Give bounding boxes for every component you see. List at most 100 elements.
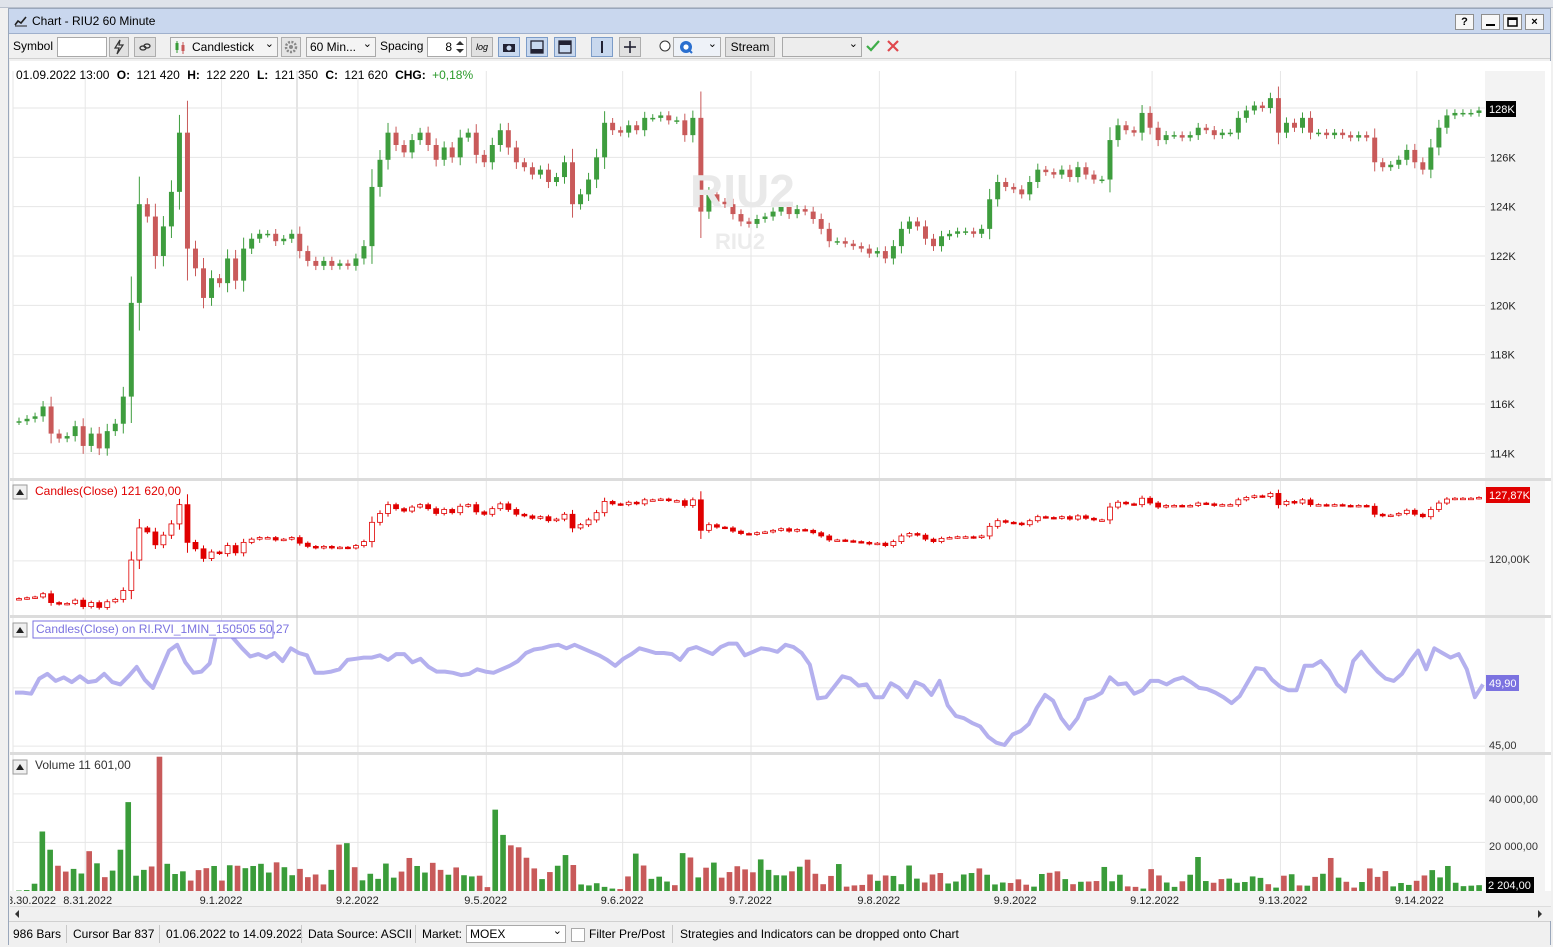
price-candle-body: [305, 251, 311, 261]
price-candle-body: [537, 169, 543, 175]
price-candle-body: [553, 177, 559, 182]
price-candle-body: [1412, 149, 1418, 163]
close-candle-body: [16, 598, 22, 601]
volume-bar: [148, 866, 155, 891]
price-candle-body: [80, 426, 86, 446]
symbol-input[interactable]: [57, 37, 107, 57]
interval-value: 60 Min...: [310, 40, 357, 54]
minimize-button[interactable]: [1481, 14, 1500, 30]
scroll-right-icon[interactable]: [1538, 910, 1542, 918]
close-candle-body: [786, 528, 792, 532]
price-candle-body: [1444, 115, 1450, 128]
close-button[interactable]: ×: [1525, 14, 1544, 30]
close-candle-body: [1452, 497, 1458, 501]
close-candle-body: [866, 541, 873, 545]
price-candle-body: [610, 122, 616, 131]
chart-window: Chart - RIU2 60 Minute ? × Symbol Candle…: [7, 8, 1551, 945]
price-tick-label: 122K: [1490, 251, 1516, 263]
vertical-line-tool-button[interactable]: [591, 37, 613, 57]
close-candle-body: [1163, 505, 1170, 508]
rvi-line: [15, 625, 1485, 747]
volume-bar: [297, 868, 303, 891]
close-candle-body: [184, 504, 191, 543]
status-separator: [415, 925, 416, 943]
volume-bar: [531, 868, 538, 891]
close-candle-body: [1235, 499, 1242, 506]
streaming-radio[interactable]: [658, 37, 672, 57]
stream-button[interactable]: Stream: [725, 37, 775, 57]
help-button[interactable]: ?: [1455, 14, 1474, 30]
close-candle-body: [1139, 497, 1145, 506]
volume-bar: [1366, 868, 1373, 891]
chart-style-select[interactable]: Candlestick: [170, 35, 278, 57]
price-candle-body: [698, 117, 704, 212]
chart-toolbar: Symbol Candlestick 60 Min... Spacing 8 l…: [9, 35, 1550, 59]
price-candle-body: [947, 233, 953, 237]
volume-bar: [141, 869, 147, 891]
quote-source-select[interactable]: [673, 35, 721, 57]
interval-select[interactable]: 60 Min...: [306, 35, 376, 57]
volume-bar: [344, 843, 350, 891]
volume-bar: [1195, 857, 1201, 891]
date-tick-label: 9.5.2022: [464, 895, 507, 907]
close-candle-body: [1387, 514, 1394, 517]
close-candle-body: [489, 508, 496, 515]
price-candle-body: [570, 162, 576, 205]
style-settings-button[interactable]: [281, 37, 301, 57]
panel-top-button[interactable]: [554, 37, 576, 57]
maximize-button[interactable]: [1503, 14, 1522, 30]
close-candle-body: [1291, 501, 1298, 504]
close-candle-body: [545, 516, 552, 522]
close-candle-body: [1026, 520, 1033, 526]
volume-bar: [804, 859, 811, 891]
close-candle-body: [970, 536, 977, 539]
close-candle-body: [1259, 495, 1266, 498]
ohlc-low-label: L:: [257, 68, 268, 82]
close-candle-body: [834, 539, 841, 542]
apply-button[interactable]: [864, 37, 882, 57]
close-candle-body: [208, 551, 215, 559]
panel-bottom-button[interactable]: [526, 37, 548, 57]
link-button[interactable]: [134, 37, 156, 57]
collapse-arrow-icon: [16, 764, 24, 770]
cancel-button[interactable]: [884, 37, 902, 57]
price-candle-body: [1316, 132, 1322, 135]
log-scale-button[interactable]: log: [471, 37, 493, 57]
quote-q-icon: [680, 41, 693, 54]
price-candle-body: [1460, 112, 1466, 115]
volume-bar: [1046, 872, 1053, 891]
volume-bar: [367, 873, 374, 891]
chart-area[interactable]: 8.30.2022 8.31.2022 9.1.2022 9.2.2022 9.5.20…: [7, 61, 1551, 907]
volume-bar: [1304, 885, 1311, 891]
crosshair-tool-button[interactable]: [619, 37, 641, 57]
strategy-select[interactable]: [782, 35, 862, 57]
cross-icon: [887, 40, 899, 52]
scroll-left-icon[interactable]: [15, 910, 19, 918]
status-hint: Strategies and Indicators can be dropped…: [680, 927, 959, 941]
volume-bar: [632, 853, 639, 891]
date-tick-label: 8.30.2022: [10, 895, 56, 907]
market-select[interactable]: MOEX: [466, 923, 566, 943]
volume-bar: [539, 879, 545, 891]
price-candle-body: [401, 145, 407, 153]
close-candle-body: [569, 513, 576, 529]
spacing-stepper[interactable]: 8: [427, 37, 467, 57]
rvi-title-box[interactable]: [32, 620, 274, 639]
chart-canvas[interactable]: 8.30.2022 8.31.2022 9.1.2022 9.2.2022 9.5.20…: [7, 61, 1551, 907]
volume-bar: [23, 890, 30, 891]
price-candle-body: [505, 130, 511, 148]
lightning-button[interactable]: [109, 37, 129, 57]
volume-bar: [1406, 884, 1412, 891]
chart-icon: [14, 16, 27, 27]
volume-bar: [1101, 866, 1108, 891]
close-candle-body: [320, 545, 327, 549]
volume-bar: [867, 874, 873, 891]
volume-bar: [62, 871, 69, 891]
price-candle-body: [1380, 162, 1386, 168]
horizontal-scrollbar[interactable]: [10, 906, 1551, 921]
filter-pre-post-checkbox[interactable]: [571, 928, 585, 942]
screenshot-button[interactable]: [498, 37, 520, 57]
price-candle-body: [762, 216, 768, 219]
price-candle-body: [433, 145, 439, 160]
price-candle-body: [1452, 112, 1458, 116]
